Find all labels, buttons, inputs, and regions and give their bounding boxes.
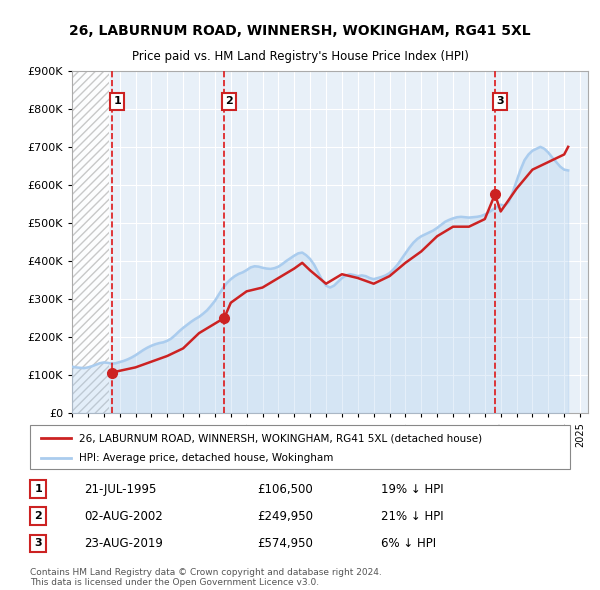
Text: 26, LABURNUM ROAD, WINNERSH, WOKINGHAM, RG41 5XL (detached house): 26, LABURNUM ROAD, WINNERSH, WOKINGHAM, …	[79, 433, 482, 443]
Text: 6% ↓ HPI: 6% ↓ HPI	[381, 537, 436, 550]
Text: 02-AUG-2002: 02-AUG-2002	[84, 510, 163, 523]
Text: 3: 3	[34, 539, 42, 549]
Bar	[72, 71, 80, 413]
Text: 26, LABURNUM ROAD, WINNERSH, WOKINGHAM, RG41 5XL: 26, LABURNUM ROAD, WINNERSH, WOKINGHAM, …	[69, 24, 531, 38]
Text: 21% ↓ HPI: 21% ↓ HPI	[381, 510, 443, 523]
Text: 19% ↓ HPI: 19% ↓ HPI	[381, 483, 443, 496]
Text: 23-AUG-2019: 23-AUG-2019	[84, 537, 163, 550]
Text: £574,950: £574,950	[257, 537, 313, 550]
Text: 2: 2	[225, 96, 233, 106]
Text: 1: 1	[113, 96, 121, 106]
Bar	[72, 71, 109, 413]
Text: 2: 2	[34, 512, 42, 522]
Text: HPI: Average price, detached house, Wokingham: HPI: Average price, detached house, Woki…	[79, 453, 333, 463]
Text: Contains HM Land Registry data © Crown copyright and database right 2024.
This d: Contains HM Land Registry data © Crown c…	[30, 568, 382, 587]
Text: 3: 3	[496, 96, 503, 106]
Text: 1: 1	[34, 484, 42, 494]
FancyBboxPatch shape	[30, 425, 570, 469]
Text: Price paid vs. HM Land Registry's House Price Index (HPI): Price paid vs. HM Land Registry's House …	[131, 50, 469, 63]
Text: 21-JUL-1995: 21-JUL-1995	[84, 483, 157, 496]
Text: £106,500: £106,500	[257, 483, 313, 496]
Text: £249,950: £249,950	[257, 510, 313, 523]
